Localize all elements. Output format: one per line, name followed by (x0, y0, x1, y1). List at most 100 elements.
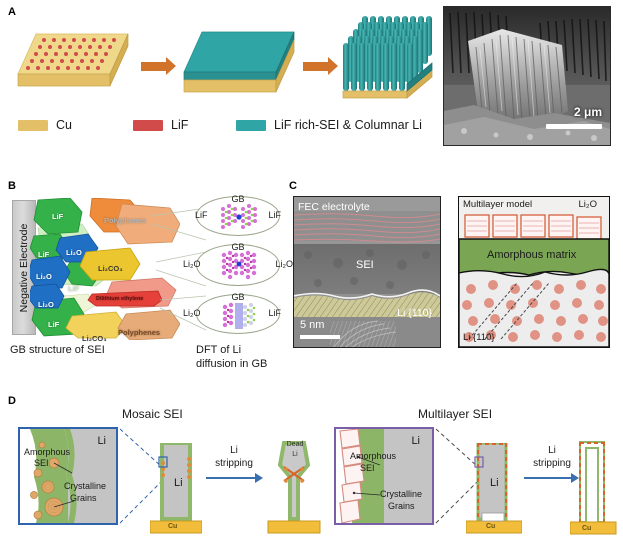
mosaic-column-after (267, 441, 321, 534)
dft-right-label-3: LiF (268, 308, 281, 318)
multilayer-cu-label-after: Cu (582, 525, 592, 532)
multilayer-zoom-connector (435, 428, 479, 524)
dft-atoms-3 (222, 302, 256, 329)
multilayer-column-before (466, 443, 522, 534)
grain-label-lif-3: LiF (48, 320, 60, 329)
multilayer-strip-label-1: Li (548, 445, 556, 456)
multilayer-label-crystalline-1: Crystalline (380, 489, 423, 499)
legend-item-lif: LiF (133, 118, 188, 132)
multilayer-cu-label: Cu (486, 523, 496, 530)
color-swatch-icon-lif-rich-sei (236, 119, 266, 131)
grain-label-li2co3-2: Li₂CO₃ (82, 334, 107, 343)
tem-label-lattice: Li {110} (397, 307, 432, 319)
multilayer-model-content (459, 197, 609, 347)
mosaic-column-li-label: Li (174, 477, 183, 489)
mosaic-label-li: Li (97, 435, 106, 447)
panel-b-letter: B (8, 180, 16, 192)
multilayer-label-amorphous-1: Amorphous (350, 451, 397, 461)
grain-label-li2co3-1: Li₂CO₃ (98, 264, 123, 273)
multilayer-strip-label-2: stripping (533, 458, 571, 469)
legend-label-lif: LiF (171, 118, 189, 132)
panel-b-caption-right-line1: DFT of Li (196, 344, 242, 356)
grain-label-dilithium-ethylene: Dilithium ethylene (96, 296, 144, 302)
panel-d: D Mosaic SEI (0, 385, 623, 548)
tem-micrograph: FEC electrolyte SEI Li {110} 5 nm (293, 196, 441, 348)
panel-d-letter: D (8, 395, 16, 407)
mosaic-zoom-connector (119, 428, 163, 524)
dead-li-label-2: Li (292, 451, 298, 458)
negative-electrode-label: Negative Electrode (18, 223, 30, 312)
sem-scale-bar-label: 2 μm (573, 105, 602, 119)
dft-gb-label-3: GB (231, 292, 245, 302)
model-label-matrix: Amorphous matrix (487, 249, 577, 261)
dft-inset-2: GB Li₂O Li₂O (183, 242, 293, 286)
sem-micrograph: 2 μm (443, 6, 611, 146)
panel-c-letter: C (289, 180, 297, 192)
mosaic-column-before (150, 443, 202, 534)
dft-left-label-2: Li₂O (183, 259, 201, 269)
tem-label-electrolyte: FEC electrolyte (298, 201, 370, 213)
multilayer-model-schematic: Multilayer model Li₂O Amorphous matrix L… (458, 196, 610, 348)
tem-label-sei: SEI (356, 259, 374, 271)
dft-right-label-2: Li₂O (275, 259, 294, 269)
dft-atoms-2 (221, 250, 257, 280)
grain-label-lif-2: LiF (38, 250, 50, 259)
model-title: Multilayer model (463, 199, 533, 210)
multilayer-label-crystalline-2: Grains (388, 501, 415, 511)
color-swatch-icon-cu (18, 119, 48, 131)
step-lif-rich-sei-film (183, 31, 295, 93)
tem-scale-bar-label: 5 nm (300, 319, 325, 331)
mosaic-label-amorphous-1: Amorphous (24, 447, 71, 457)
mosaic-strip-label-2: stripping (215, 458, 253, 469)
legend-label-lif-rich-sei: LiF rich-SEI & Columnar Li (274, 118, 422, 132)
tem-image-content (294, 197, 440, 347)
multilayer-column-after (570, 441, 617, 535)
multilayer-sei-title: Multilayer SEI (418, 407, 493, 421)
panel-c: C (283, 172, 623, 385)
grain-label-polyphenes-1: Polyphenes (104, 216, 147, 225)
step-columnar-li-array (342, 16, 433, 99)
grain-label-li2o-3: Li₂O (38, 300, 54, 309)
mosaic-strip-arrow (206, 473, 263, 483)
sem-scale-bar (546, 124, 602, 129)
mosaic-sei-title: Mosaic SEI (122, 407, 183, 421)
grain-label-lif-4: LiF (68, 284, 80, 293)
tem-scale-bar (300, 335, 340, 339)
process-arrow-2 (303, 57, 338, 75)
grain-label-li2o-2: Li₂O (36, 272, 52, 281)
mosaic-cu-label: Cu (168, 523, 178, 530)
multilayer-label-amorphous-2: SEI (360, 463, 375, 473)
grain-label-lif-1: LiF (52, 212, 64, 221)
legend-label-cu: Cu (56, 118, 72, 132)
mosaic-sei-inset: Amorphous SEI Li Crystalline Grains (18, 427, 118, 525)
mosaic-label-crystalline-1: Crystalline (64, 481, 107, 491)
panel-b-caption-right-line2: diffusion in GB (196, 358, 268, 370)
dft-inset-3: GB Li₂O LiF (183, 292, 281, 334)
dft-inset-1: GB LiF LiF (195, 194, 281, 236)
panel-a: A (0, 0, 623, 172)
dft-left-label-3: Li₂O (183, 308, 201, 318)
mosaic-strip-label-1: Li (230, 445, 238, 456)
panel-a-legend: Cu LiF LiF rich-SEI & Columnar Li (18, 118, 608, 138)
multilayer-inset-content (336, 429, 432, 523)
process-arrow-1 (141, 57, 176, 75)
panel-b-caption-left: GB structure of SEI (10, 344, 105, 356)
model-label-lattice: Li {110} (463, 332, 495, 343)
dft-gb-label-1: GB (231, 194, 245, 204)
mosaic-label-amorphous-2: SEI (34, 458, 49, 468)
multilayer-column-li-label: Li (490, 477, 499, 489)
dft-atoms-1 (221, 204, 257, 229)
panel-a-letter: A (8, 6, 16, 18)
mosaic-label-crystalline-2: Grains (70, 493, 97, 503)
legend-item-cu: Cu (18, 118, 72, 132)
grain-label-polyphenes-2: Polyphenes (118, 328, 161, 337)
model-label-li2o: Li₂O (578, 199, 597, 210)
dead-li-label-1: Dead (286, 441, 304, 448)
multilayer-sei-inset: Amorphous SEI Li Crystalline Grains (334, 427, 434, 525)
grain-label-li2o-1: Li₂O (66, 248, 82, 257)
step-cu-with-lif-dots (17, 33, 129, 87)
panel-b: B Negative Electrode (0, 172, 293, 385)
legend-item-lif-rich-sei: LiF rich-SEI & Columnar Li (236, 118, 422, 132)
dft-right-label-1: LiF (268, 210, 281, 220)
